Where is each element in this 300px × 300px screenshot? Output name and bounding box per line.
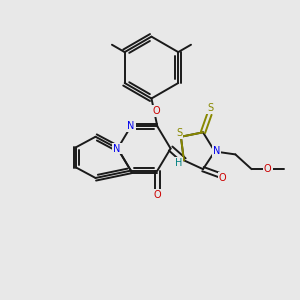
Text: S: S — [207, 103, 213, 113]
Text: N: N — [113, 143, 121, 154]
Text: N: N — [127, 122, 134, 131]
Text: O: O — [152, 106, 160, 116]
Text: O: O — [154, 190, 161, 200]
Text: N: N — [213, 146, 220, 156]
Text: S: S — [176, 128, 182, 138]
Text: O: O — [264, 164, 272, 174]
Text: O: O — [219, 173, 226, 183]
Text: H: H — [175, 158, 182, 168]
